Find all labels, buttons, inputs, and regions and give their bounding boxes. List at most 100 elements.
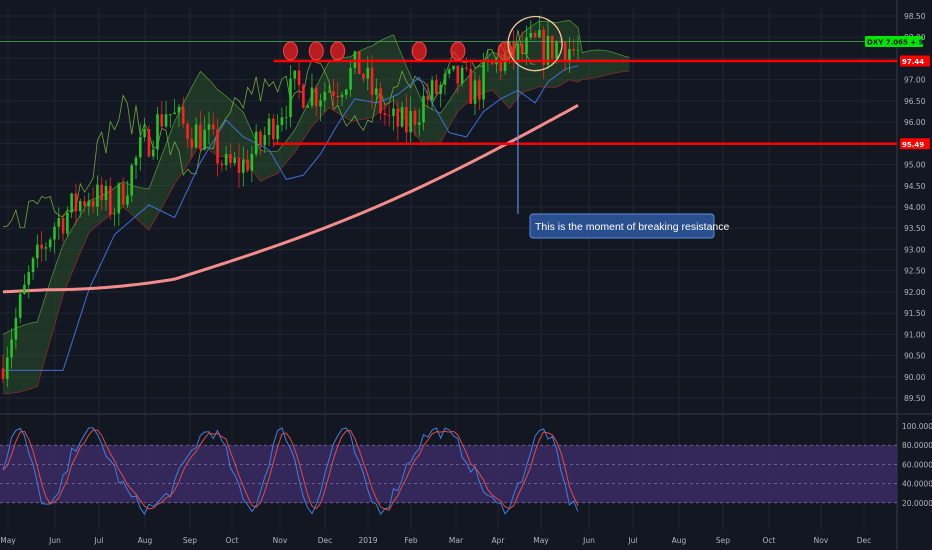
time-tick-label: Aug — [672, 536, 687, 545]
time-tick-label: Sep — [183, 536, 197, 545]
candle-body — [460, 67, 464, 84]
candle-body — [302, 85, 305, 108]
candle-body — [379, 88, 382, 114]
price-tick-label: 90.00 — [904, 373, 926, 382]
candle-body — [10, 339, 13, 358]
candle-body — [435, 80, 438, 94]
candle-body — [44, 247, 48, 249]
cloud-span-b — [2, 70, 630, 395]
candle-body — [211, 124, 215, 130]
candle-body — [563, 42, 567, 63]
osc-d-line — [2, 429, 579, 511]
time-axis: May Jun Jul Aug Sep Oct Nov Dec 2019 Feb Mar Apr May… — [0, 536, 871, 545]
candle-body — [465, 67, 468, 69]
candle-body — [78, 201, 82, 212]
candle-body — [336, 95, 340, 98]
candle-body — [546, 35, 550, 65]
price-tick-label: 93.50 — [904, 224, 926, 233]
time-tick-label: Dec — [318, 536, 333, 545]
candle-body — [83, 201, 86, 207]
candle-body — [499, 60, 503, 72]
candle-body — [293, 70, 297, 79]
current-price-tag — [865, 35, 923, 47]
candle-body — [490, 60, 494, 65]
candle-body — [267, 118, 271, 136]
candle-body — [139, 137, 142, 158]
candle-body — [48, 239, 52, 248]
candle-body — [276, 124, 279, 140]
price-tick-label: 93.00 — [904, 245, 926, 254]
candle-body — [27, 272, 31, 285]
time-tick-label: 2019 — [358, 536, 377, 545]
candle-body — [456, 65, 460, 84]
oscillator-axis: 100.0000 80.0000 60.0000 40.0000 20.0000 — [902, 422, 932, 508]
candle-body — [430, 80, 434, 100]
price-tick-label: 94.00 — [904, 203, 926, 212]
candle-body — [207, 124, 211, 130]
candle-body — [186, 123, 189, 140]
candle-body — [181, 106, 185, 124]
candle-body — [392, 108, 395, 116]
candle-body — [340, 94, 344, 98]
candle-body — [250, 154, 254, 171]
touch-marker — [411, 41, 427, 61]
candle-body — [310, 87, 314, 106]
annotation-text: This is the moment of breaking resistanc… — [535, 221, 729, 233]
time-tick-label: Jul — [93, 536, 103, 545]
candle-body — [559, 42, 563, 43]
candle-body — [576, 49, 580, 51]
candle-body — [297, 70, 301, 86]
candle-body — [349, 68, 352, 90]
time-tick-label: Aug — [138, 536, 153, 545]
candle-body — [259, 131, 262, 146]
candle-body — [426, 95, 430, 100]
price-tick-label: 89.50 — [904, 394, 926, 403]
candle-body — [383, 113, 387, 115]
candle-body — [366, 67, 370, 79]
candle-body — [473, 80, 477, 104]
candle-body — [1, 368, 5, 379]
candle-body — [177, 106, 181, 113]
candle-body — [525, 37, 528, 55]
time-tick-label: Nov — [273, 536, 288, 545]
candle-body — [482, 60, 485, 100]
candle-body — [70, 193, 73, 213]
time-tick-label: Oct — [226, 536, 239, 545]
touch-marker — [308, 41, 324, 61]
candle-body — [405, 107, 408, 133]
candle-body — [53, 226, 56, 240]
candle-body — [199, 124, 202, 150]
candle-body — [229, 154, 232, 164]
candle-body — [284, 117, 288, 118]
osc-k-line — [2, 427, 579, 516]
horizontal-lines — [0, 41, 897, 146]
price-tick-label: 92.50 — [904, 267, 926, 276]
candle-body — [314, 87, 318, 107]
ma-mid-line — [3, 65, 579, 371]
candle-body — [533, 32, 537, 38]
osc-tick-label: 100.0000 — [902, 422, 932, 431]
lagging-span — [2, 29, 536, 229]
breakout-circle — [507, 15, 563, 72]
candle-body — [306, 105, 309, 108]
candle-body — [224, 154, 228, 166]
time-tick-label: May — [533, 536, 549, 545]
price-tick-label: 90.50 — [904, 352, 926, 361]
candle-body — [241, 159, 245, 173]
touch-marker — [330, 41, 346, 61]
osc-band — [0, 445, 897, 503]
resistance-price-tag — [900, 55, 930, 67]
candle-body — [121, 183, 125, 205]
candle-body — [422, 95, 425, 123]
candle-body — [503, 53, 507, 72]
candle-body — [173, 112, 176, 115]
candle-body — [400, 107, 404, 127]
price-tick-label: 91.50 — [904, 309, 926, 318]
candle-body — [5, 357, 9, 379]
candle-body — [542, 29, 545, 65]
candle-body — [31, 258, 35, 273]
candle-body — [143, 129, 146, 138]
candle-body — [147, 129, 151, 157]
